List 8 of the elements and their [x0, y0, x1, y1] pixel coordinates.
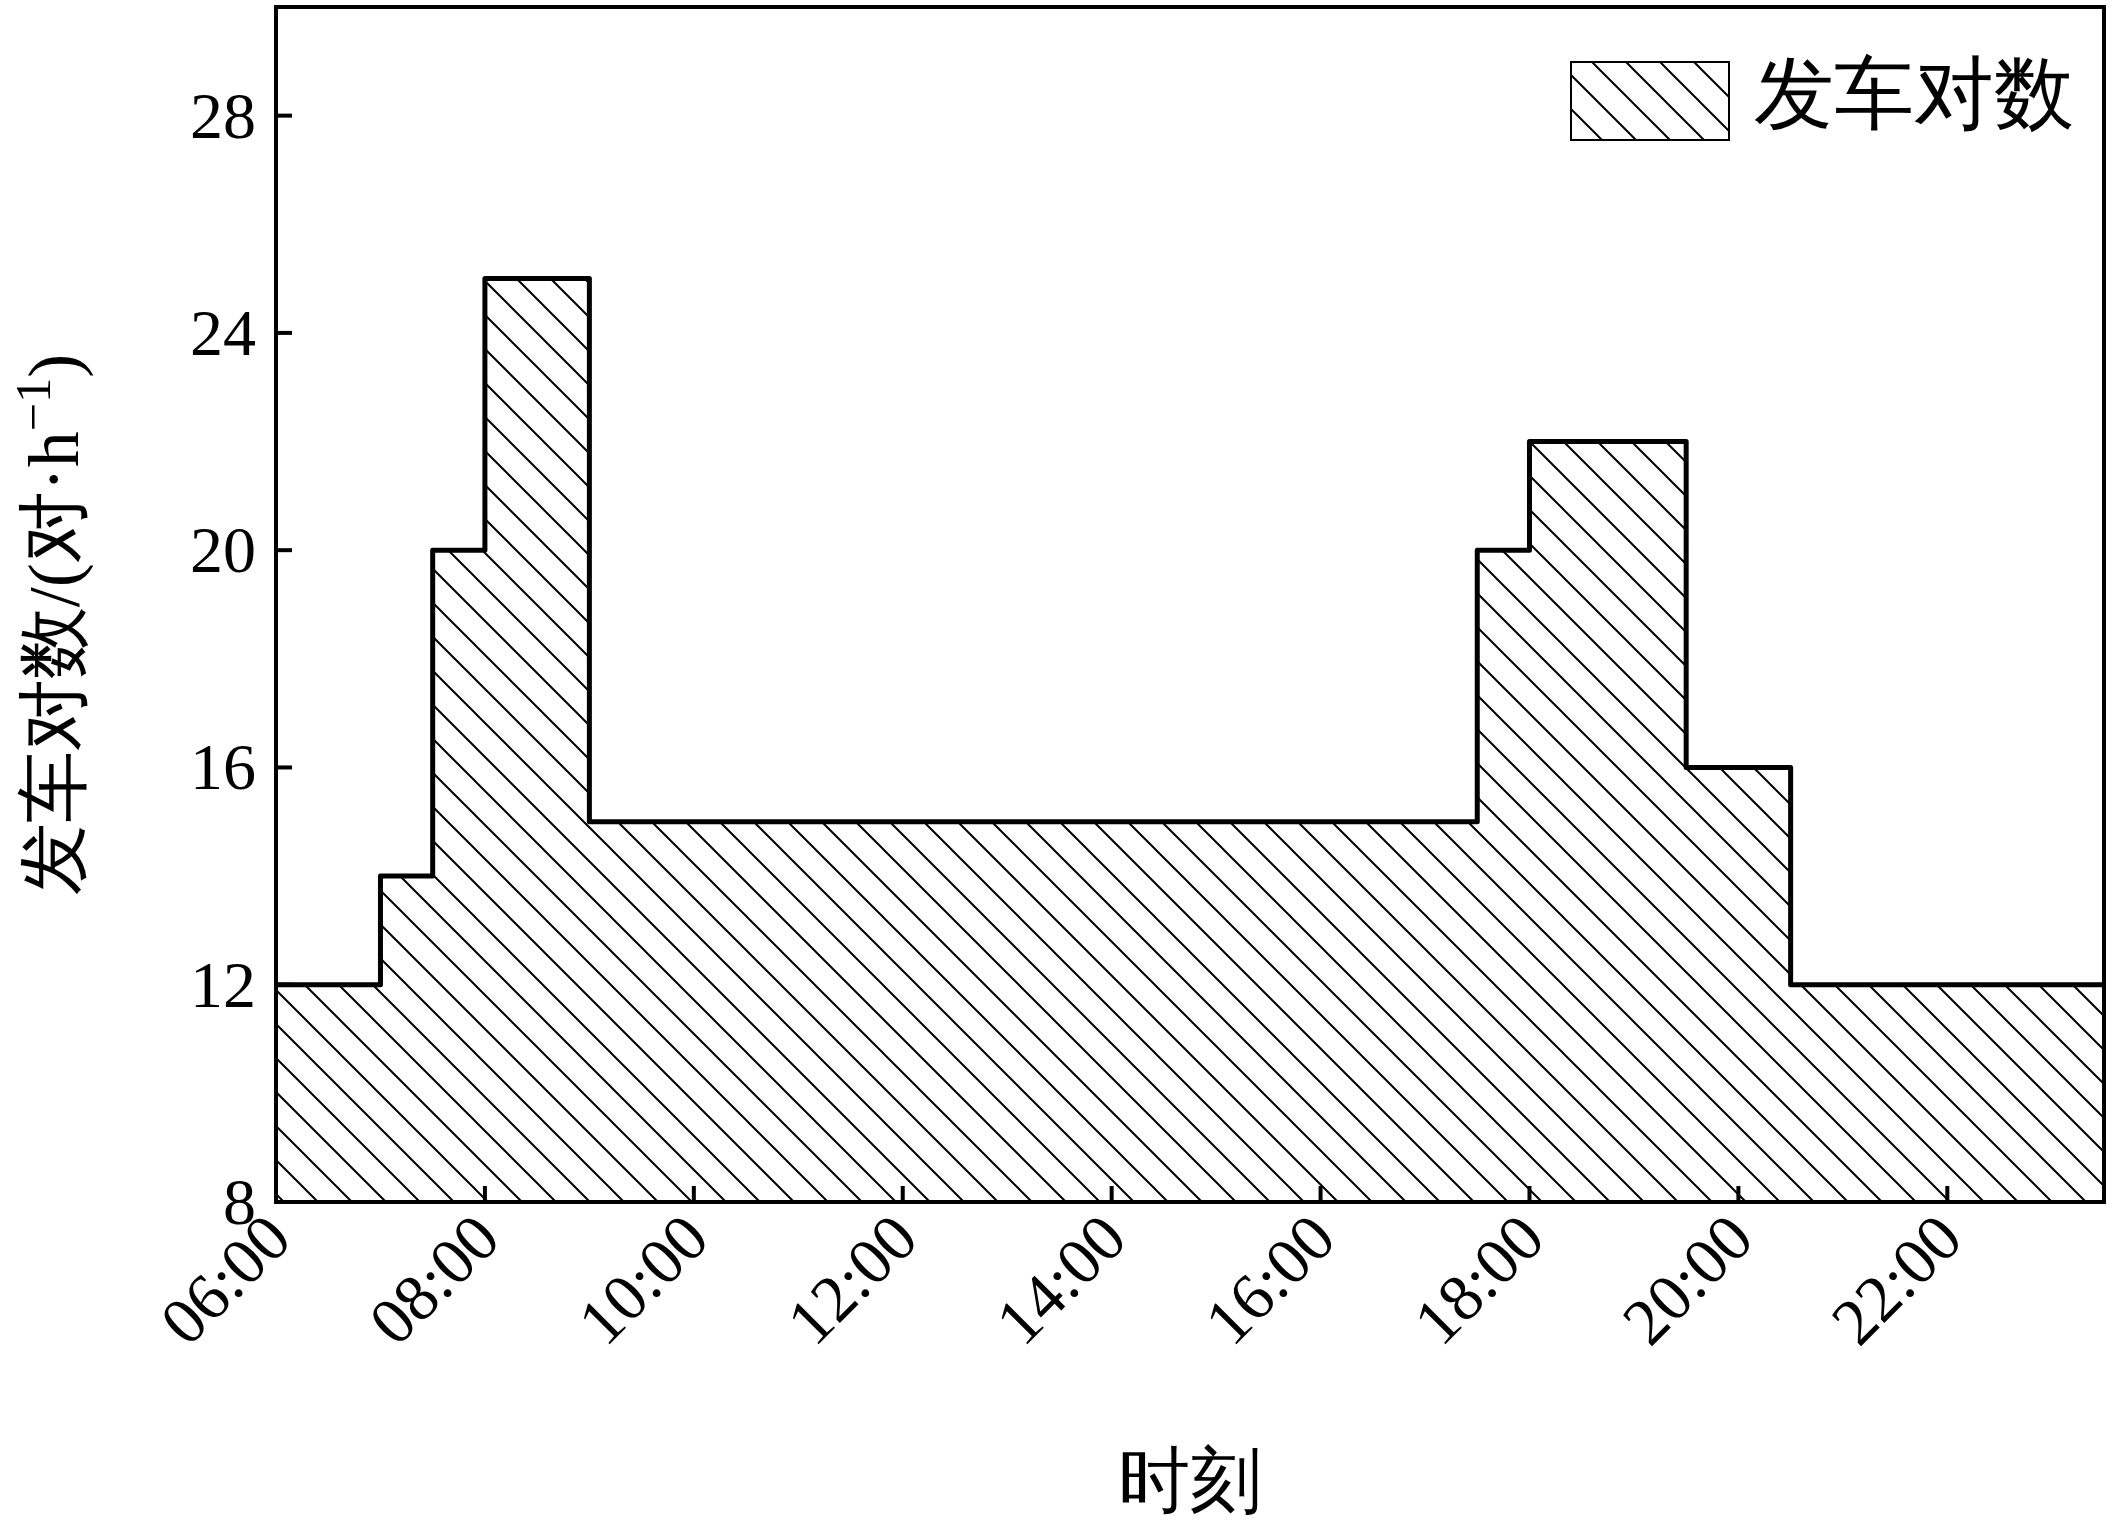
legend-label: 发车对数 [1754, 50, 2074, 138]
y-tick-label: 12 [190, 947, 256, 1021]
x-axis-title: 时刻 [1118, 1441, 1262, 1521]
y-tick-label: 28 [190, 78, 256, 152]
y-tick-label: 20 [190, 513, 256, 587]
y-tick-label: 24 [190, 295, 256, 369]
y-tick-label: 16 [190, 730, 256, 804]
legend: 发车对数 [1570, 50, 2074, 141]
